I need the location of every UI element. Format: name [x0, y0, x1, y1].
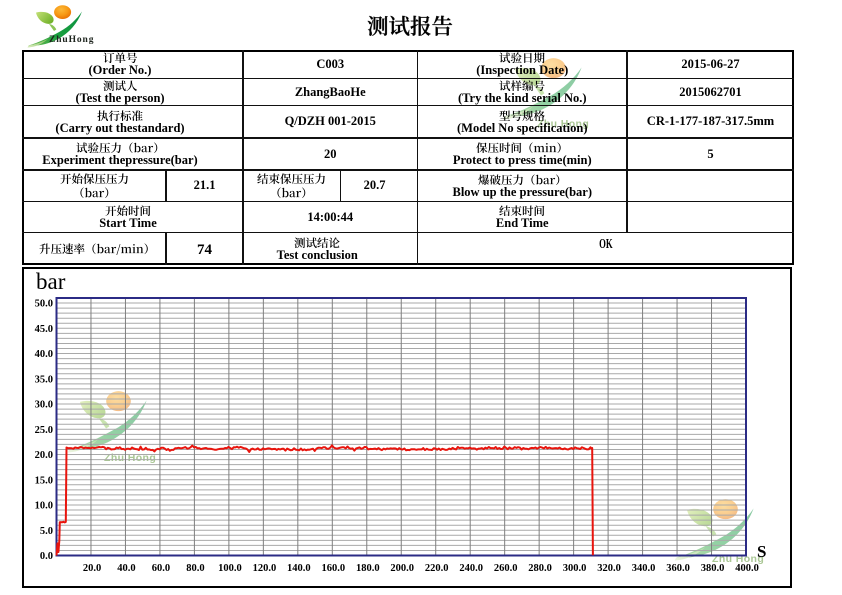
svg-text:260.0: 260.0 [494, 563, 518, 574]
svg-text:140.0: 140.0 [287, 563, 311, 574]
svg-text:300.0: 300.0 [563, 563, 587, 574]
svg-text:15.0: 15.0 [35, 475, 53, 486]
svg-text:160.0: 160.0 [321, 563, 345, 574]
svg-text:45.0: 45.0 [35, 324, 53, 335]
svg-text:10.0: 10.0 [35, 501, 53, 512]
svg-text:200.0: 200.0 [390, 563, 414, 574]
svg-text:360.0: 360.0 [666, 563, 690, 574]
svg-text:220.0: 220.0 [425, 563, 449, 574]
svg-text:120.0: 120.0 [253, 563, 277, 574]
svg-text:40.0: 40.0 [117, 563, 135, 574]
svg-text:5.0: 5.0 [40, 526, 53, 537]
svg-text:50.0: 50.0 [35, 299, 53, 310]
svg-text:0.0: 0.0 [40, 551, 53, 562]
svg-text:35.0: 35.0 [35, 374, 53, 385]
svg-text:20.0: 20.0 [83, 563, 101, 574]
svg-text:380.0: 380.0 [701, 563, 725, 574]
svg-text:320.0: 320.0 [597, 563, 621, 574]
svg-text:40.0: 40.0 [35, 349, 53, 360]
svg-text:20.0: 20.0 [35, 450, 53, 461]
svg-text:180.0: 180.0 [356, 563, 380, 574]
svg-text:30.0: 30.0 [35, 400, 53, 411]
svg-text:bar: bar [36, 269, 66, 294]
svg-text:60.0: 60.0 [152, 563, 170, 574]
svg-text:280.0: 280.0 [528, 563, 552, 574]
svg-text:80.0: 80.0 [186, 563, 204, 574]
svg-text:400.0: 400.0 [735, 563, 759, 574]
svg-text:240.0: 240.0 [459, 563, 483, 574]
svg-text:S: S [757, 542, 766, 561]
svg-text:25.0: 25.0 [35, 425, 53, 436]
svg-text:100.0: 100.0 [218, 563, 242, 574]
svg-text:340.0: 340.0 [632, 563, 656, 574]
